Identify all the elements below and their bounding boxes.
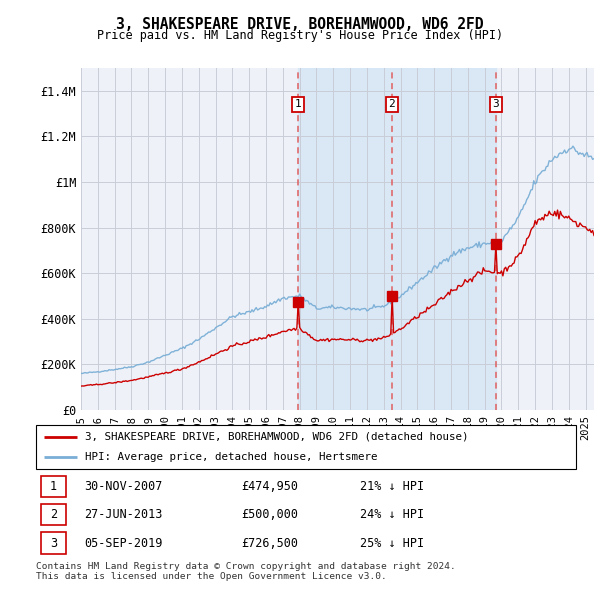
Text: 3, SHAKESPEARE DRIVE, BOREHAMWOOD, WD6 2FD (detached house): 3, SHAKESPEARE DRIVE, BOREHAMWOOD, WD6 2… [85,432,468,442]
FancyBboxPatch shape [41,476,66,497]
Text: 3: 3 [493,99,499,109]
Text: 1: 1 [50,480,57,493]
FancyBboxPatch shape [36,425,576,469]
Text: 05-SEP-2019: 05-SEP-2019 [85,536,163,549]
Text: 24% ↓ HPI: 24% ↓ HPI [360,508,424,522]
Text: 3: 3 [50,536,57,549]
Text: 21% ↓ HPI: 21% ↓ HPI [360,480,424,493]
FancyBboxPatch shape [41,504,66,526]
Text: Contains HM Land Registry data © Crown copyright and database right 2024.
This d: Contains HM Land Registry data © Crown c… [36,562,456,581]
Bar [298,68,496,410]
Text: 30-NOV-2007: 30-NOV-2007 [85,480,163,493]
Text: Price paid vs. HM Land Registry's House Price Index (HPI): Price paid vs. HM Land Registry's House … [97,30,503,42]
Text: 2: 2 [389,99,395,109]
Text: HPI: Average price, detached house, Hertsmere: HPI: Average price, detached house, Hert… [85,452,377,462]
Text: 25% ↓ HPI: 25% ↓ HPI [360,536,424,549]
FancyBboxPatch shape [41,532,66,553]
Text: 3, SHAKESPEARE DRIVE, BOREHAMWOOD, WD6 2FD: 3, SHAKESPEARE DRIVE, BOREHAMWOOD, WD6 2… [116,17,484,31]
Text: 1: 1 [295,99,302,109]
Text: £474,950: £474,950 [241,480,298,493]
Text: 2: 2 [50,508,57,522]
Text: 27-JUN-2013: 27-JUN-2013 [85,508,163,522]
Text: £726,500: £726,500 [241,536,298,549]
Text: £500,000: £500,000 [241,508,298,522]
